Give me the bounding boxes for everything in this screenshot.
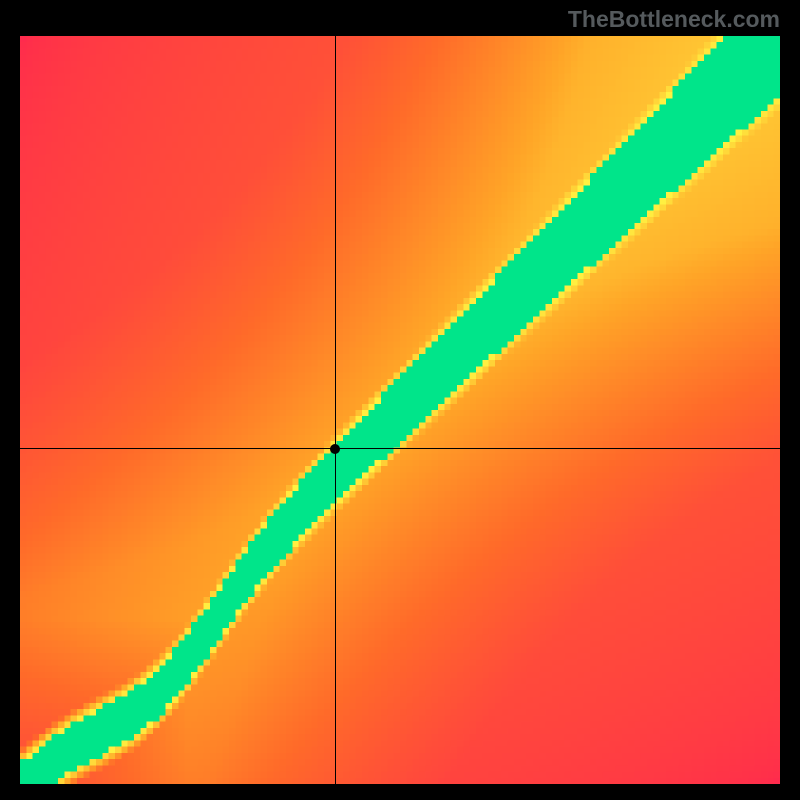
crosshair-vertical [335, 36, 336, 784]
chart-container: TheBottleneck.com [0, 0, 800, 800]
bottleneck-heatmap [20, 36, 780, 784]
crosshair-horizontal [20, 448, 780, 449]
watermark-text: TheBottleneck.com [568, 6, 780, 33]
